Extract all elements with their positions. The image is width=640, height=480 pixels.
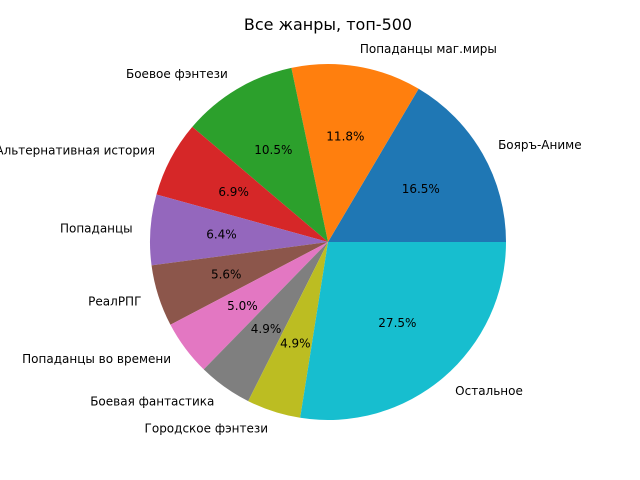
pie-slice-2 [291,64,419,243]
pie-slices [150,64,506,420]
slice-percent-label: 11.8% [326,130,364,144]
slice-percent-label: 10.5% [254,143,292,157]
slice-category-label: Альтернативная история [0,143,155,157]
pie-slice-7 [170,242,328,370]
slice-percent-label: 5.6% [211,267,242,281]
pie-slice-5 [150,194,328,266]
pie-slice-4 [156,126,328,242]
slice-category-label: РеалРПГ [88,294,141,308]
slice-category-label: Попаданцы маг.миры [360,42,497,56]
slice-category-label: Остальное [455,384,523,398]
pie-labels: 16.5% Бояръ-Аниме 11.8% Попаданцы маг.миры 1… [0,42,582,436]
slice-percent-label: 6.9% [218,185,249,199]
pie-slice-6 [151,242,328,325]
pie-slice-10 [300,242,506,420]
slice-percent-label: 4.9% [251,322,282,336]
pie-slice-9 [248,242,328,418]
pie-slice-8 [203,242,328,402]
slice-percent-label: 16.5% [402,182,440,196]
slice-category-label: Боевая фантастика [90,394,214,408]
slice-percent-label: 6.4% [206,228,237,242]
slice-category-label: Бояръ-Аниме [498,138,582,152]
slice-category-label: Попаданцы во времени [22,352,171,366]
pie-slice-3 [192,67,328,243]
slice-percent-label: 5.0% [227,299,258,313]
slice-category-label: Попаданцы [60,221,133,235]
pie-slice-1 [328,88,506,242]
slice-percent-label: 4.9% [280,337,311,351]
slice-category-label: Городское фэнтези [145,421,269,435]
chart-title: Все жанры, топ-500 [244,15,412,34]
slice-percent-label: 27.5% [378,316,416,330]
slice-category-label: Боевое фэнтези [126,67,228,81]
